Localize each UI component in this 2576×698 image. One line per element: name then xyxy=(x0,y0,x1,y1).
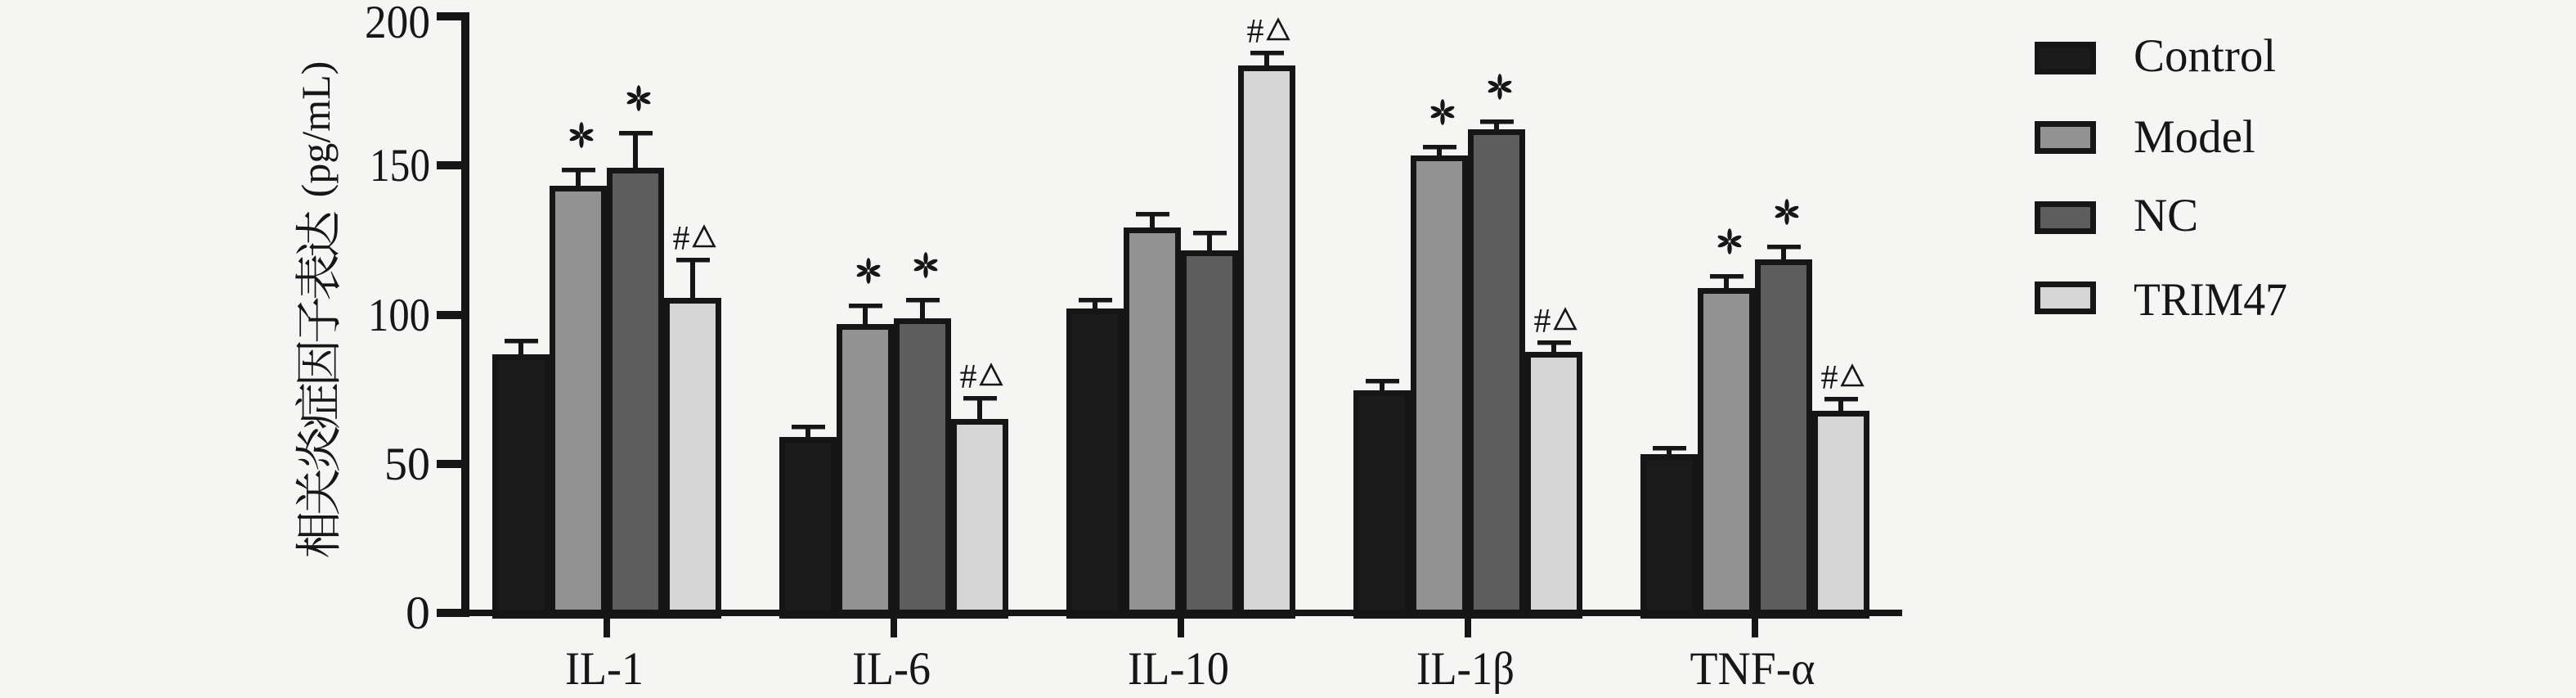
svg-text:50: 50 xyxy=(384,439,430,490)
svg-text:#: # xyxy=(1821,359,1838,397)
svg-text:Control: Control xyxy=(2134,30,2276,82)
svg-text:(pg/mL): (pg/mL) xyxy=(293,61,339,198)
svg-text:#: # xyxy=(1534,303,1551,340)
svg-text:IL-1β: IL-1β xyxy=(1416,643,1515,695)
svg-text:TRIM47: TRIM47 xyxy=(2134,274,2287,326)
svg-text:TNF-α: TNF-α xyxy=(1690,643,1815,695)
svg-text:#: # xyxy=(673,220,690,258)
svg-text:150: 150 xyxy=(370,140,430,191)
svg-text:IL-6: IL-6 xyxy=(852,643,931,695)
svg-text:100: 100 xyxy=(368,290,430,341)
svg-text:Model: Model xyxy=(2134,111,2255,163)
svg-text:IL-1: IL-1 xyxy=(565,643,644,695)
svg-text:NC: NC xyxy=(2134,190,2198,241)
svg-text:#: # xyxy=(1247,13,1264,51)
svg-text:0: 0 xyxy=(406,588,430,639)
svg-text:IL-10: IL-10 xyxy=(1128,643,1229,695)
svg-text:#: # xyxy=(960,358,977,396)
svg-text:200: 200 xyxy=(365,0,430,48)
